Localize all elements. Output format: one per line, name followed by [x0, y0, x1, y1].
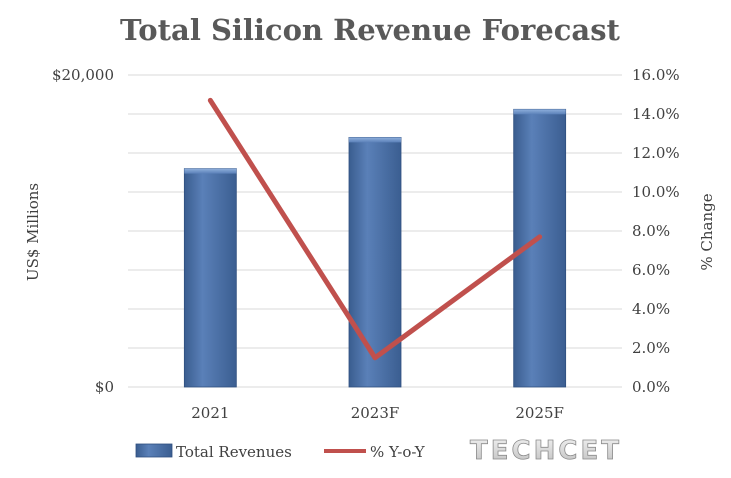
y-right-tick-label: 0.0% [632, 378, 670, 396]
techcet-logo: TECHCET [470, 436, 622, 467]
y-axis-right-ticks: 16.0% 14.0% 12.0% 10.0% 8.0% 6.0% 4.0% 2.0% 0.0% [632, 66, 680, 396]
chart-title: Total Silicon Revenue Forecast [120, 13, 620, 47]
bar-top-bevel [184, 168, 237, 174]
y-right-tick-label: 14.0% [632, 105, 680, 123]
legend-bar-swatch [135, 443, 173, 458]
y-left-tick-label: $20,000 [52, 66, 114, 84]
bar-top-bevel [513, 109, 566, 115]
legend: Total Revenues % Y-o-Y [135, 443, 426, 461]
y-right-tick-label: 8.0% [632, 222, 670, 240]
y-right-tick-label: 16.0% [632, 66, 680, 84]
x-axis-ticks: 2021 2023F 2025F [191, 404, 564, 422]
y-right-tick-label: 12.0% [632, 144, 680, 162]
y-axis-left-title: US$ Millions [24, 183, 42, 281]
y-right-tick-label: 4.0% [632, 300, 670, 318]
bar [348, 136, 402, 388]
legend-line-label: % Y-o-Y [370, 443, 426, 461]
bar [183, 168, 237, 388]
legend-bar-label: Total Revenues [176, 443, 292, 461]
x-tick-label: 2021 [191, 404, 229, 422]
y-right-tick-label: 2.0% [632, 339, 670, 357]
y-right-tick-label: 10.0% [632, 183, 680, 201]
y-axis-left-ticks: $20,000 $0 [52, 66, 114, 396]
x-tick-label: 2023F [351, 404, 400, 422]
x-tick-label: 2025F [515, 404, 564, 422]
yoy-line [207, 97, 543, 361]
y-axis-right-title: % Change [698, 193, 716, 270]
logo-wordmark: TECHCET [470, 436, 622, 466]
bar-top-bevel [349, 137, 401, 143]
line-series [207, 97, 543, 361]
y-left-tick-label: $0 [95, 378, 114, 396]
y-right-tick-label: 6.0% [632, 261, 670, 279]
